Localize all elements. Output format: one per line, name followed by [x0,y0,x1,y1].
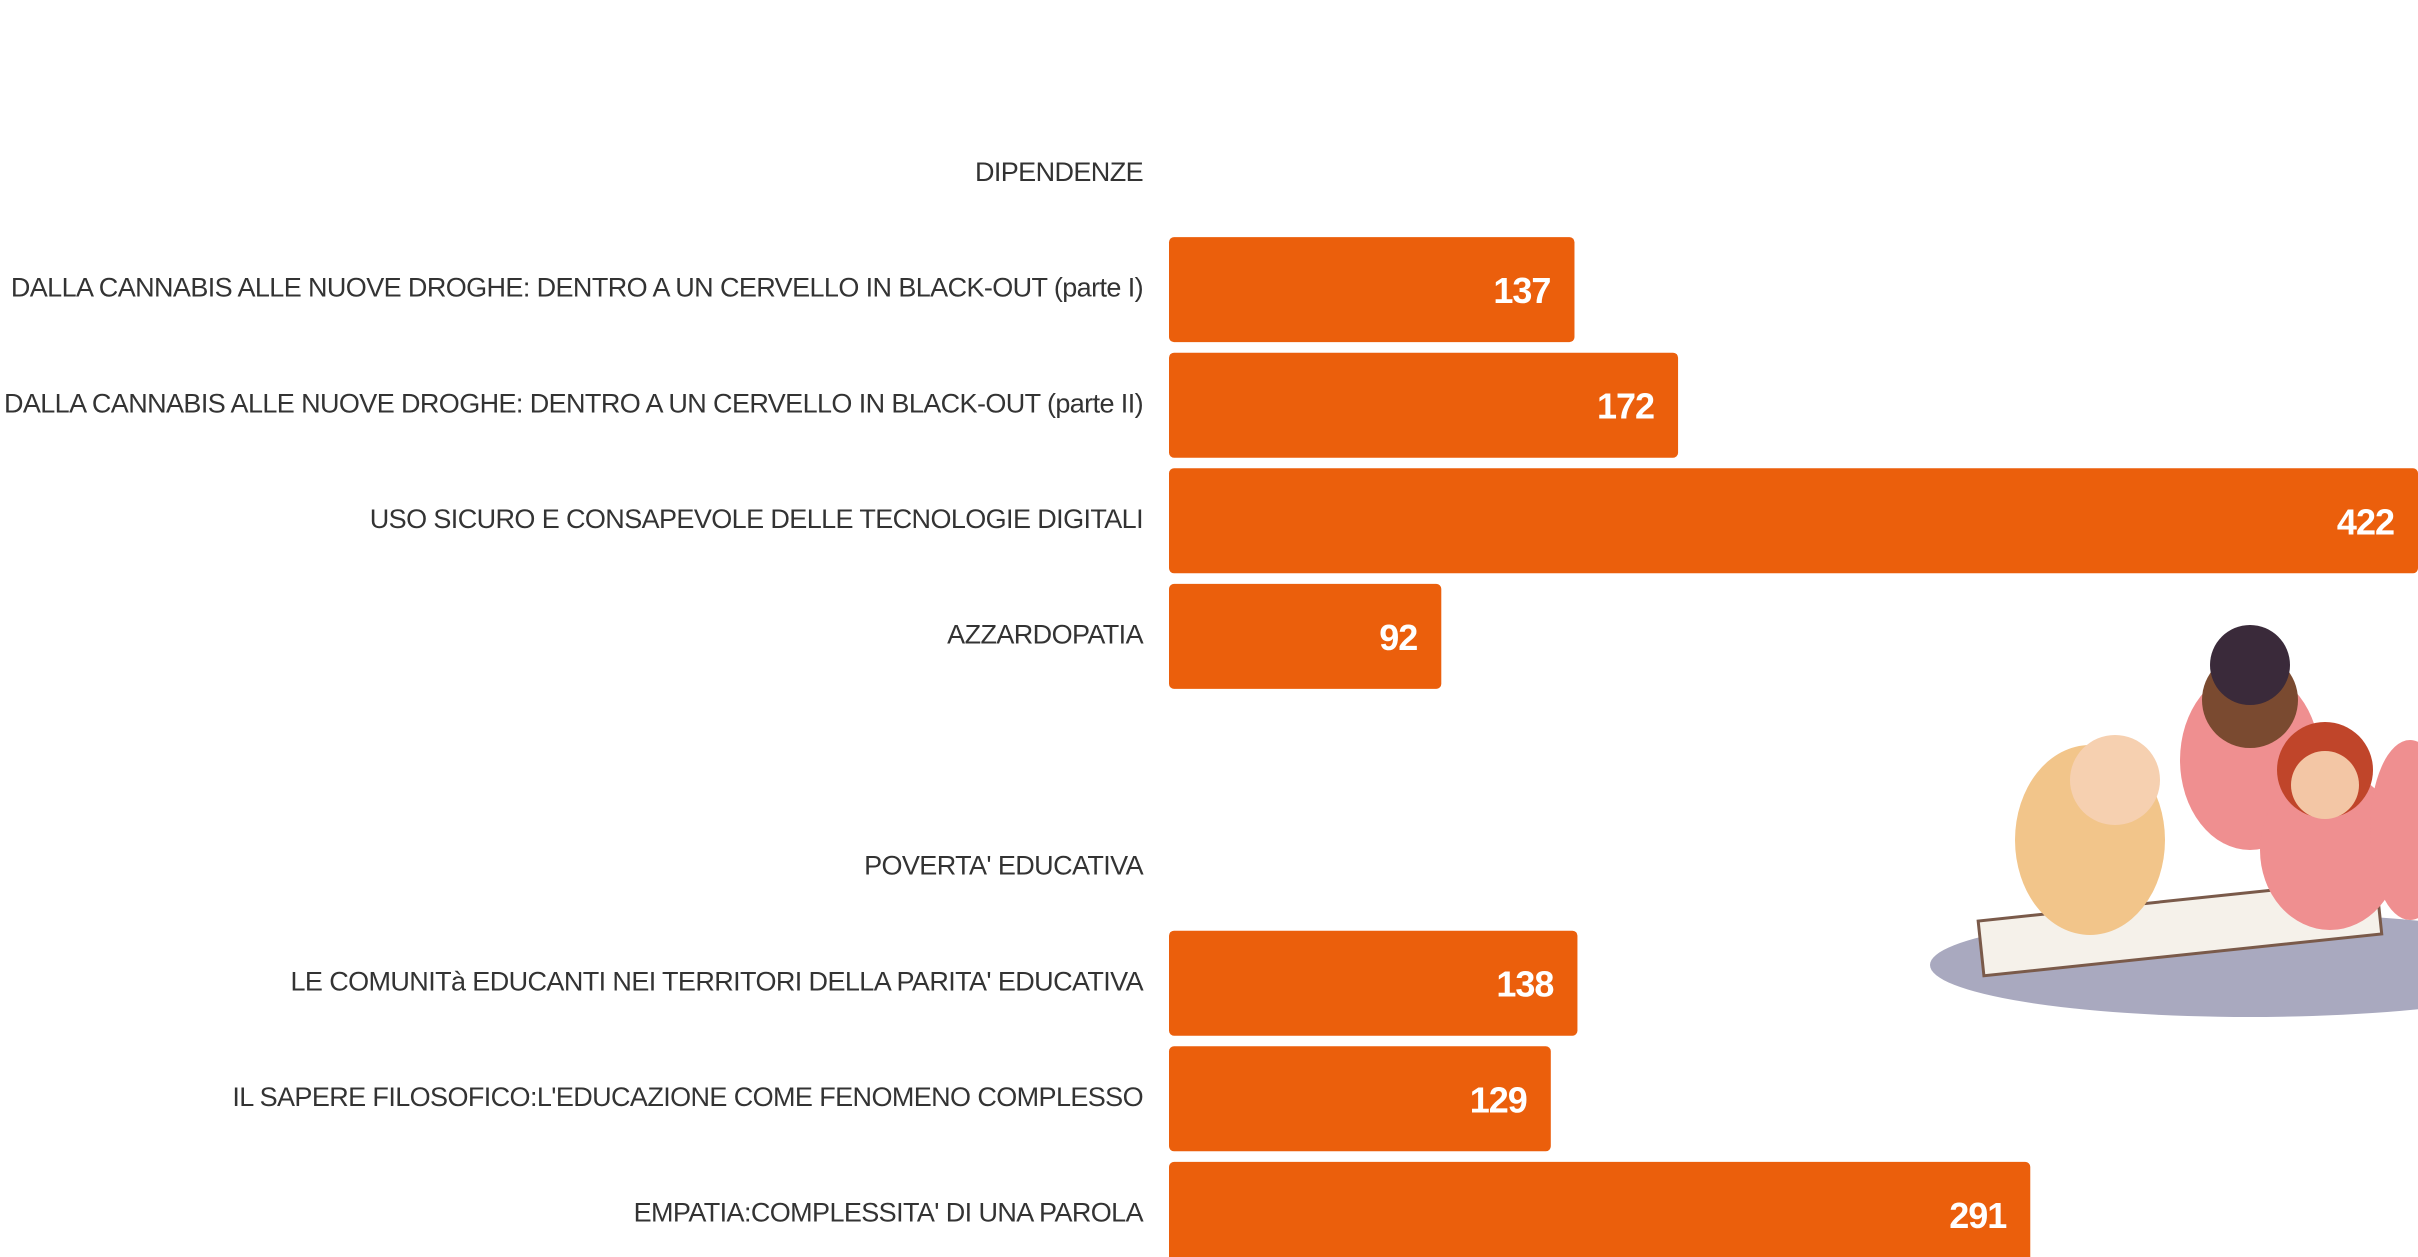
category-label: AZZARDOPATIA [947,620,1143,650]
bar [1169,468,2418,574]
value-label: 172 [1597,386,1654,427]
bar [1169,1046,1551,1152]
bar [1169,237,1575,343]
category-label: LE COMUNITà EDUCANTI NEI TERRITORI DELLA… [290,966,1143,996]
bar [1169,930,1578,1036]
bar [1169,352,1679,458]
category-label: EMPATIA:COMPLESSITA' DI UNA PAROLA [634,1198,1144,1228]
value-label: 291 [1949,1195,2007,1236]
category-label: DALLA CANNABIS ALLE NUOVE DROGHE: DENTRO… [11,273,1143,303]
value-label: 137 [1493,270,1550,311]
category-label: DALLA CANNABIS ALLE NUOVE DROGHE: DENTRO… [4,388,1143,418]
category-label: POVERTA' EDUCATIVA [864,851,1144,881]
category-label: IL SAPERE FILOSOFICO:L'EDUCAZIONE COME F… [232,1082,1143,1112]
category-label: DIPENDENZE [975,157,1143,187]
value-label: 138 [1496,964,1553,1005]
value-label: 422 [2337,501,2394,542]
bar [1169,1161,2031,1257]
value-label: 92 [1379,617,1417,658]
bar [1169,583,1442,689]
illustration [1930,625,2418,1017]
category-label: USO SICURO E CONSAPEVOLE DELLE TECNOLOGI… [370,504,1143,534]
value-label: 129 [1470,1079,1527,1120]
